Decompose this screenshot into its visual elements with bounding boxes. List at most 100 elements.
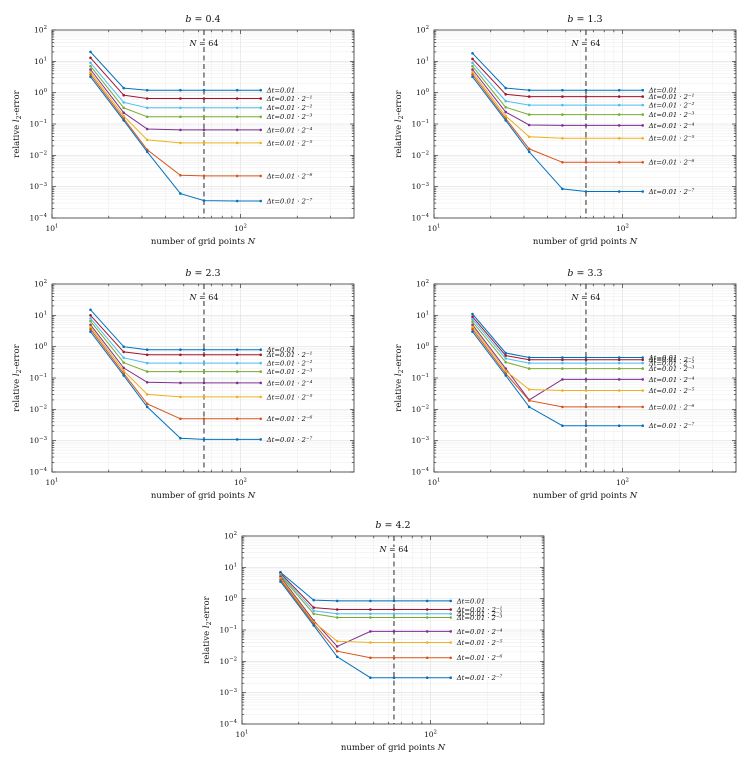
legend-label-7: Δt=0.01 · 2⁻⁷ [648,188,695,196]
series-markers-4 [89,323,262,385]
y-axis-label: relative l2-error [394,89,405,157]
series-markers-6 [89,327,262,421]
series-line-6 [472,328,643,408]
y-tick-label: 102 [34,279,47,288]
y-tick-label: 10−2 [412,150,430,159]
plot-title: b = 1.3 [567,14,602,25]
y-tick-label: 10−1 [30,373,48,382]
axis-ticks [433,283,736,473]
legend-label-1: Δt=0.01 · 2⁻¹ [266,351,313,359]
series-markers-6 [89,73,262,178]
series-markers-2 [471,61,644,107]
y-tick-label: 102 [416,25,429,34]
y-axis-label: relative l2-error [12,343,23,411]
series-markers-5 [89,325,262,399]
y-tick-label: 10−4 [30,213,48,222]
x-tick-label: 101 [428,478,441,487]
y-tick-label: 10−3 [220,688,238,697]
x-tick-label: 102 [424,730,437,739]
series-markers-7 [89,330,262,441]
legend-label-7: Δt=0.01 · 2⁻⁷ [266,436,313,444]
y-tick-label: 10−2 [30,150,48,159]
series-markers-0 [89,50,262,92]
y-tick-label: 10−1 [412,119,430,128]
y-axis-label: relative l2-error [12,89,23,157]
legend-label-3: Δt=0.01 · 2⁻³ [456,614,503,622]
y-tick-label: 102 [34,25,47,34]
legend-label-1: Δt=0.01 · 2⁻¹ [648,93,695,101]
series-markers-7 [471,75,644,193]
axis-ticks [433,29,736,219]
series-line-6 [90,328,261,420]
series-markers-1 [471,57,644,98]
series-markers-2 [471,317,644,365]
legend-label-5: Δt=0.01 · 2⁻⁵ [648,387,695,395]
major-grid-lines [242,536,544,724]
legend-label-4: Δt=0.01 · 2⁻⁴ [648,376,695,384]
axis-ticks [241,535,544,725]
legend-label-0: Δt=0.01 [456,597,485,605]
y-tick-label: 102 [224,531,237,540]
legend-label-2: Δt=0.01 · 2⁻² [648,102,695,110]
plot-title: b = 0.4 [185,14,220,25]
x-tick-label: 101 [428,224,441,233]
plot-title: b = 3.3 [567,268,602,279]
y-tick-label: 10−4 [220,719,238,728]
subplot-b-3-3: 101 102 102 101 100 10−1 10−2 10−3 10−4 number of… [390,262,750,512]
legend-label-6: Δt=0.01 · 2⁻⁶ [648,159,695,167]
y-tick-label: 10−1 [30,119,48,128]
minor-grid-lines [242,536,544,724]
legend-label-5: Δt=0.01 · 2⁻⁵ [266,139,313,147]
y-tick-label: 10−2 [220,656,238,665]
series-line-7 [280,581,451,679]
series-markers-3 [89,64,262,119]
x-tick-label: 102 [234,478,247,487]
series-line-0 [472,52,643,91]
series-markers-1 [89,314,262,357]
legend-label-0: Δt=0.01 [266,87,295,95]
x-axis-label: number of grid points N [341,743,446,753]
series-markers-1 [279,571,452,611]
legend-label-0: Δt=0.01 [266,346,295,354]
y-tick-label: 10−2 [412,404,430,413]
x-tick-label: 101 [46,224,59,233]
subplot-b-2-3: 101 102 102 101 100 10−1 10−2 10−3 10−4 number of… [8,262,368,512]
series-markers-0 [89,308,262,351]
series-markers-0 [471,52,644,92]
series-markers-1 [89,56,262,100]
series-markers-6 [279,578,452,660]
series-markers-5 [471,70,644,140]
y-tick-label: 100 [416,342,430,351]
chart-svg-b-3-3: 101 102 102 101 100 10−1 10−2 10−3 10−4 number of… [394,268,737,501]
series-markers-4 [471,68,644,127]
annotation-n64: N = 64 [378,545,408,554]
chart-svg-b-0-4: 101 102 102 101 100 10−1 10−2 10−3 10−4 number of… [12,14,355,247]
y-tick-label: 101 [34,310,47,319]
y-tick-label: 10−3 [30,436,48,445]
y-tick-label: 10−1 [412,373,430,382]
y-axis-label: relative l2-error [394,343,405,411]
y-tick-label: 102 [416,279,429,288]
subplot-b-0-4: 101 102 102 101 100 10−1 10−2 10−3 10−4 number of… [8,8,368,258]
series-line-6 [472,74,643,163]
plot-title: b = 4.2 [375,520,410,531]
legend-label-2: Δt=0.01 · 2⁻² [266,359,313,367]
series-line-0 [280,571,451,602]
series-markers-0 [279,570,452,603]
legend-label-6: Δt=0.01 · 2⁻⁶ [266,172,313,180]
legend-label-2: Δt=0.01 · 2⁻² [266,104,313,112]
series-markers-5 [89,70,262,145]
y-axis-label: relative l2-error [202,595,213,663]
x-tick-label: 101 [236,730,249,739]
y-tick-label: 10−2 [30,404,48,413]
x-axis-label: number of grid points N [533,491,638,501]
subplot-b-4-2: 101 102 102 101 100 10−1 10−2 10−3 10−4 number of… [198,514,558,764]
x-tick-label: 102 [616,478,629,487]
y-tick-label: 10−3 [30,182,48,191]
minor-grid-lines [52,284,354,472]
series-line-0 [90,51,261,91]
legend-label-4: Δt=0.01 · 2⁻⁴ [266,126,313,134]
chart-svg-b-4-2: 101 102 102 101 100 10−1 10−2 10−3 10−4 number of… [202,520,545,753]
series-line-3 [472,321,643,370]
